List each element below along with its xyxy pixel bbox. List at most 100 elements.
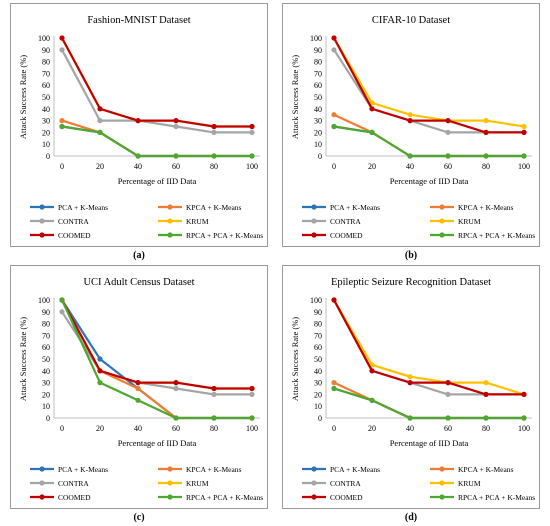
data-point-contra	[173, 123, 179, 130]
x-tick-label: 100	[518, 162, 530, 171]
y-tick-label: 30	[42, 117, 50, 126]
data-point-coomed	[59, 35, 65, 41]
x-axis-label: Percentage of IID Data	[118, 176, 197, 186]
legend-marker-coomed	[39, 494, 45, 500]
data-point-rpca_pca_kmeans	[331, 385, 337, 392]
y-axis-label: Attack Success Rate (%)	[18, 317, 28, 401]
y-tick-label: 70	[314, 331, 322, 340]
data-point-coomed	[249, 385, 255, 392]
caption-c: (c)	[133, 512, 145, 523]
y-tick-label: 50	[42, 355, 50, 364]
data-point-coomed	[521, 129, 527, 135]
y-tick-label: 100	[310, 296, 322, 305]
x-tick-label: 60	[172, 162, 180, 171]
data-point-rpca_pca_kmeans	[369, 129, 375, 135]
legend-marker-coomed	[311, 494, 317, 500]
x-tick-label: 40	[406, 162, 414, 171]
x-tick-label: 40	[134, 162, 142, 171]
data-point-krum	[483, 118, 489, 124]
legend-label: KRUM	[186, 217, 209, 226]
x-tick-label: 60	[444, 424, 452, 433]
panel-uci-adult: UCI Adult Census Dataset 0 10 20 30 40 50 60 70 8…	[10, 265, 268, 509]
x-tick-label: 20	[368, 424, 376, 433]
y-tick-label: 100	[310, 34, 322, 43]
y-tick-label: 20	[42, 128, 50, 137]
legend-marker-krum	[167, 218, 173, 224]
data-point-coomed	[249, 123, 255, 130]
legend-marker-contra	[39, 480, 45, 486]
data-point-rpca_pca_kmeans	[211, 415, 217, 421]
y-tick-label: 10	[42, 140, 50, 149]
data-point-rpca_pca_kmeans	[369, 397, 375, 403]
legend-marker-contra	[311, 218, 317, 224]
data-point-coomed	[211, 385, 217, 392]
y-tick-label: 80	[42, 58, 50, 67]
x-tick-label: 0	[332, 162, 336, 171]
y-tick-label: 40	[314, 105, 322, 114]
y-tick-label: 20	[314, 390, 322, 399]
legend-label: CONTRA	[330, 479, 361, 488]
y-tick-label: 40	[42, 105, 50, 114]
legend-label: RPCA + PCA + K-Means	[458, 493, 535, 502]
legend-marker-rpca_pca_kmeans	[167, 232, 173, 238]
data-point-rpca_pca_kmeans	[135, 153, 141, 159]
x-tick-label: 40	[134, 424, 142, 433]
data-point-rpca_pca_kmeans	[249, 153, 255, 159]
data-point-coomed	[97, 106, 103, 112]
data-point-rpca_pca_kmeans	[249, 415, 255, 421]
data-point-rpca_pca_kmeans	[445, 153, 451, 159]
data-point-contra	[445, 129, 451, 135]
x-tick-label: 20	[96, 162, 104, 171]
data-point-rpca_pca_kmeans	[521, 415, 527, 421]
data-point-contra	[249, 391, 255, 397]
data-point-krum	[521, 123, 527, 130]
caption-b: (b)	[404, 250, 418, 261]
data-point-contra	[211, 129, 217, 135]
data-point-contra	[59, 309, 65, 315]
legend-marker-kpca_kmeans	[167, 204, 173, 210]
data-point-rpca_pca_kmeans	[59, 297, 65, 303]
legend-label: KPCA + K-Means	[458, 203, 514, 212]
data-point-coomed	[173, 380, 179, 386]
data-point-kpca_kmeans	[135, 385, 141, 392]
data-point-coomed	[135, 118, 141, 124]
chart-svg: UCI Adult Census Dataset 0 10 20 30 40 50 60 70 8…	[10, 265, 268, 509]
legend-marker-contra	[311, 480, 317, 486]
y-tick-label: 40	[314, 367, 322, 376]
series-line-coomed	[61, 299, 252, 390]
x-tick-label: 20	[368, 162, 376, 171]
data-point-coomed	[331, 297, 337, 303]
y-tick-label: 0	[46, 414, 50, 423]
legend-marker-pca_kmeans	[39, 466, 45, 472]
y-tick-label: 70	[314, 69, 322, 78]
y-tick-label: 70	[42, 69, 50, 78]
data-point-rpca_pca_kmeans	[173, 415, 179, 421]
x-tick-label: 0	[60, 424, 64, 433]
x-tick-label: 100	[518, 424, 530, 433]
legend-label: COOMED	[58, 493, 91, 502]
legend-label: CONTRA	[330, 217, 361, 226]
data-point-rpca_pca_kmeans	[59, 123, 65, 130]
x-tick-label: 60	[172, 424, 180, 433]
legend-label: KRUM	[186, 479, 209, 488]
series-line-rpca_pca_kmeans	[333, 125, 524, 158]
data-point-coomed	[211, 123, 217, 130]
data-point-rpca_pca_kmeans	[483, 153, 489, 159]
data-point-rpca_pca_kmeans	[407, 415, 413, 421]
series-line-coomed	[333, 37, 524, 134]
legend-label: PCA + K-Means	[330, 203, 380, 212]
series-line-rpca_pca_kmeans	[333, 387, 524, 420]
legend-marker-rpca_pca_kmeans	[439, 494, 445, 500]
legend-marker-contra	[39, 218, 45, 224]
y-tick-label: 60	[314, 81, 322, 90]
y-tick-label: 90	[314, 46, 322, 55]
y-tick-label: 80	[42, 320, 50, 329]
chart-title: UCI Adult Census Dataset	[83, 277, 194, 288]
legend-marker-krum	[439, 480, 445, 486]
data-point-contra	[59, 47, 65, 53]
legend-marker-krum	[167, 480, 173, 486]
y-tick-label: 90	[42, 46, 50, 55]
data-point-coomed	[97, 368, 103, 374]
y-tick-label: 90	[314, 308, 322, 317]
